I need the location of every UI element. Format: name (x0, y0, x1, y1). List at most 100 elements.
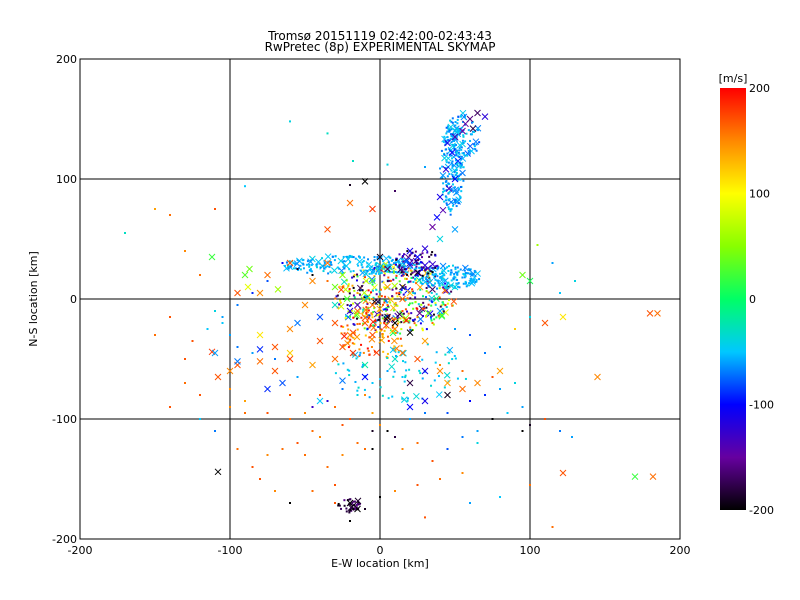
data-point-dot (368, 353, 371, 356)
data-point-cross (331, 319, 339, 327)
data-point-dot (415, 307, 418, 310)
data-point-dot (451, 165, 454, 168)
data-point-dot (334, 406, 336, 408)
data-point-cross (444, 154, 452, 162)
data-point-cross (451, 226, 459, 233)
data-point-dot (364, 294, 367, 297)
data-point-dot (379, 377, 382, 380)
data-point-dot (448, 173, 451, 176)
data-point-dot (389, 301, 392, 304)
data-point-dot (427, 272, 430, 275)
data-point-dot (361, 261, 364, 264)
data-point-dot (169, 316, 171, 318)
data-point-dot (426, 279, 429, 282)
data-point-cross (413, 392, 420, 400)
data-point-cross (429, 223, 436, 231)
data-point-dot (390, 259, 393, 262)
data-point-cross (271, 367, 279, 375)
data-point-cross (286, 259, 294, 267)
data-point-dot (371, 283, 374, 286)
data-point-dot (435, 273, 438, 276)
data-point-cross (256, 346, 264, 353)
data-point-dot (347, 341, 350, 344)
data-point-dot (404, 361, 407, 364)
data-point-dot (439, 167, 442, 170)
data-point-dot (434, 361, 437, 364)
data-point-dot (377, 326, 380, 329)
data-point-dot (410, 312, 413, 315)
data-point-cross (406, 289, 414, 297)
data-point-dot (229, 406, 231, 408)
data-point-dot (371, 382, 374, 384)
data-point-cross (406, 329, 414, 336)
data-point-dot (308, 269, 311, 272)
data-point-dot (364, 394, 366, 396)
y-tick-label: 0 (70, 293, 77, 306)
data-point-dot (383, 329, 386, 332)
data-point-dot (355, 506, 358, 509)
data-point-dot (407, 304, 410, 307)
data-point-dot (442, 308, 445, 311)
data-point-dot (447, 191, 450, 194)
data-point-dot (425, 328, 428, 331)
data-point-dot (445, 202, 448, 205)
data-point-dot (401, 397, 404, 400)
data-point-dot (443, 189, 446, 192)
data-point-dot (434, 266, 437, 269)
data-point-cross (214, 468, 222, 476)
data-point-dot (472, 278, 475, 281)
data-point-dot (397, 351, 400, 354)
data-point-dot (434, 278, 437, 281)
data-point-dot (443, 386, 446, 389)
data-point-dot (375, 266, 378, 269)
data-point-cross (435, 391, 443, 398)
data-point-dot (440, 313, 443, 316)
data-point-cross (421, 367, 429, 375)
data-point-dot (373, 266, 376, 269)
data-point-dot (457, 115, 460, 118)
data-point-dot (347, 337, 350, 340)
data-point-dot (431, 460, 434, 462)
data-point-cross (424, 309, 432, 317)
data-point-dot (454, 120, 457, 123)
data-point-dot (455, 162, 458, 165)
data-point-dot (428, 278, 431, 281)
y-tick-label: 100 (56, 173, 77, 186)
data-point-cross (416, 309, 424, 317)
data-point-dot (363, 295, 366, 298)
data-point-dot (418, 369, 421, 372)
data-point-dot (378, 271, 381, 274)
data-point-dot (437, 281, 440, 284)
data-point-dot (460, 146, 463, 149)
data-point-dot (406, 399, 409, 402)
data-point-dot (401, 269, 404, 272)
data-point-cross (214, 373, 222, 381)
data-point-dot (438, 283, 441, 286)
data-point-cross (447, 198, 455, 206)
data-point-dot (292, 267, 295, 270)
data-point-dot (454, 148, 457, 151)
data-point-dot (386, 430, 389, 432)
data-point-cross (316, 337, 324, 345)
data-point-dot (449, 138, 452, 141)
data-point-dot (451, 117, 454, 120)
data-point-dot (432, 323, 435, 326)
data-point-dot (438, 272, 441, 275)
data-point-dot (372, 311, 375, 314)
data-point-dot (401, 255, 404, 258)
data-point-dot (343, 264, 346, 267)
data-point-dot (368, 326, 371, 329)
data-point-cross (339, 377, 346, 384)
data-point-dot (458, 147, 461, 150)
data-point-dot (435, 293, 438, 296)
data-point-dot (375, 262, 378, 265)
data-point-dot (400, 328, 403, 331)
data-point-dot (450, 284, 453, 287)
data-point-dot (551, 262, 554, 264)
data-point-dot (334, 255, 337, 258)
data-point-dot (311, 406, 314, 408)
data-point-dot (371, 268, 374, 271)
data-point-dot (348, 498, 351, 501)
data-point-dot (374, 320, 377, 323)
data-point-dot (430, 291, 433, 294)
